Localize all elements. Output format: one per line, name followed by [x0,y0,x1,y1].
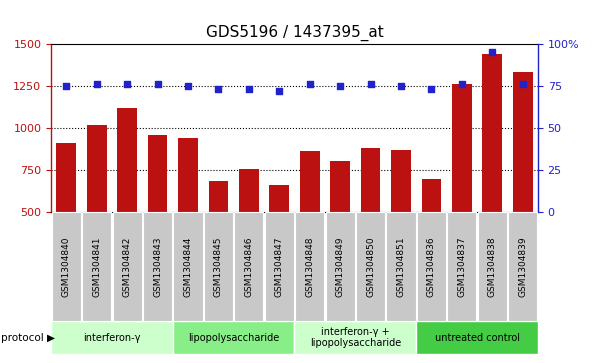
Text: protocol ▶: protocol ▶ [1,333,55,343]
Bar [234,212,263,321]
Bar [417,212,446,321]
Bar [483,54,502,297]
Point [183,83,193,89]
Text: GSM1304846: GSM1304846 [245,237,254,297]
Text: GSM1304849: GSM1304849 [335,237,344,297]
Bar [447,212,477,321]
Text: GSM1304836: GSM1304836 [427,236,436,297]
Bar [361,148,380,297]
Point [213,86,223,92]
Point [396,83,406,89]
Text: GSM1304841: GSM1304841 [92,237,101,297]
Point [92,81,102,87]
Point [366,81,376,87]
Point [305,81,314,87]
Bar [326,212,355,321]
Bar [112,212,142,321]
Text: GSM1304837: GSM1304837 [457,236,466,297]
Title: GDS5196 / 1437395_at: GDS5196 / 1437395_at [206,25,383,41]
Bar [178,138,198,297]
Point [457,81,466,87]
Bar [143,212,172,321]
Bar [356,212,385,321]
Bar [173,321,294,354]
Bar [386,212,415,321]
Bar [295,212,325,321]
Bar [51,321,173,354]
Point [427,86,436,92]
Bar [52,212,81,321]
Text: GSM1304850: GSM1304850 [366,236,375,297]
Text: lipopolysaccharide: lipopolysaccharide [188,333,279,343]
Text: GSM1304845: GSM1304845 [214,237,223,297]
Point [153,81,162,87]
Bar [82,212,111,321]
Bar [330,161,350,297]
Text: GSM1304838: GSM1304838 [488,236,497,297]
Text: interferon-γ +
lipopolysaccharide: interferon-γ + lipopolysaccharide [310,327,401,348]
Bar [300,151,320,297]
Bar [294,321,416,354]
Text: GSM1304843: GSM1304843 [153,237,162,297]
Bar [513,72,532,297]
Bar [239,169,259,297]
Bar [452,84,472,297]
Text: interferon-γ: interferon-γ [83,333,141,343]
Bar [421,179,441,297]
Text: GSM1304844: GSM1304844 [183,237,192,297]
Bar [478,212,507,321]
Text: GSM1304842: GSM1304842 [123,237,132,297]
Bar [416,321,538,354]
Point [61,83,71,89]
Point [487,49,497,55]
Bar [204,212,233,321]
Text: GSM1304840: GSM1304840 [62,237,71,297]
Bar [508,212,537,321]
Bar [148,135,168,297]
Text: GSM1304848: GSM1304848 [305,237,314,297]
Bar [56,143,76,297]
Point [518,81,528,87]
Bar [117,108,137,297]
Bar [264,212,294,321]
Bar [391,150,411,297]
Bar [87,125,106,297]
Bar [269,185,289,297]
Point [335,83,345,89]
Point [123,81,132,87]
Text: GSM1304847: GSM1304847 [275,237,284,297]
Bar [174,212,203,321]
Text: GSM1304851: GSM1304851 [397,236,406,297]
Bar [209,181,228,297]
Point [244,86,254,92]
Text: GSM1304839: GSM1304839 [518,236,527,297]
Point [275,88,284,94]
Text: untreated control: untreated control [435,333,519,343]
